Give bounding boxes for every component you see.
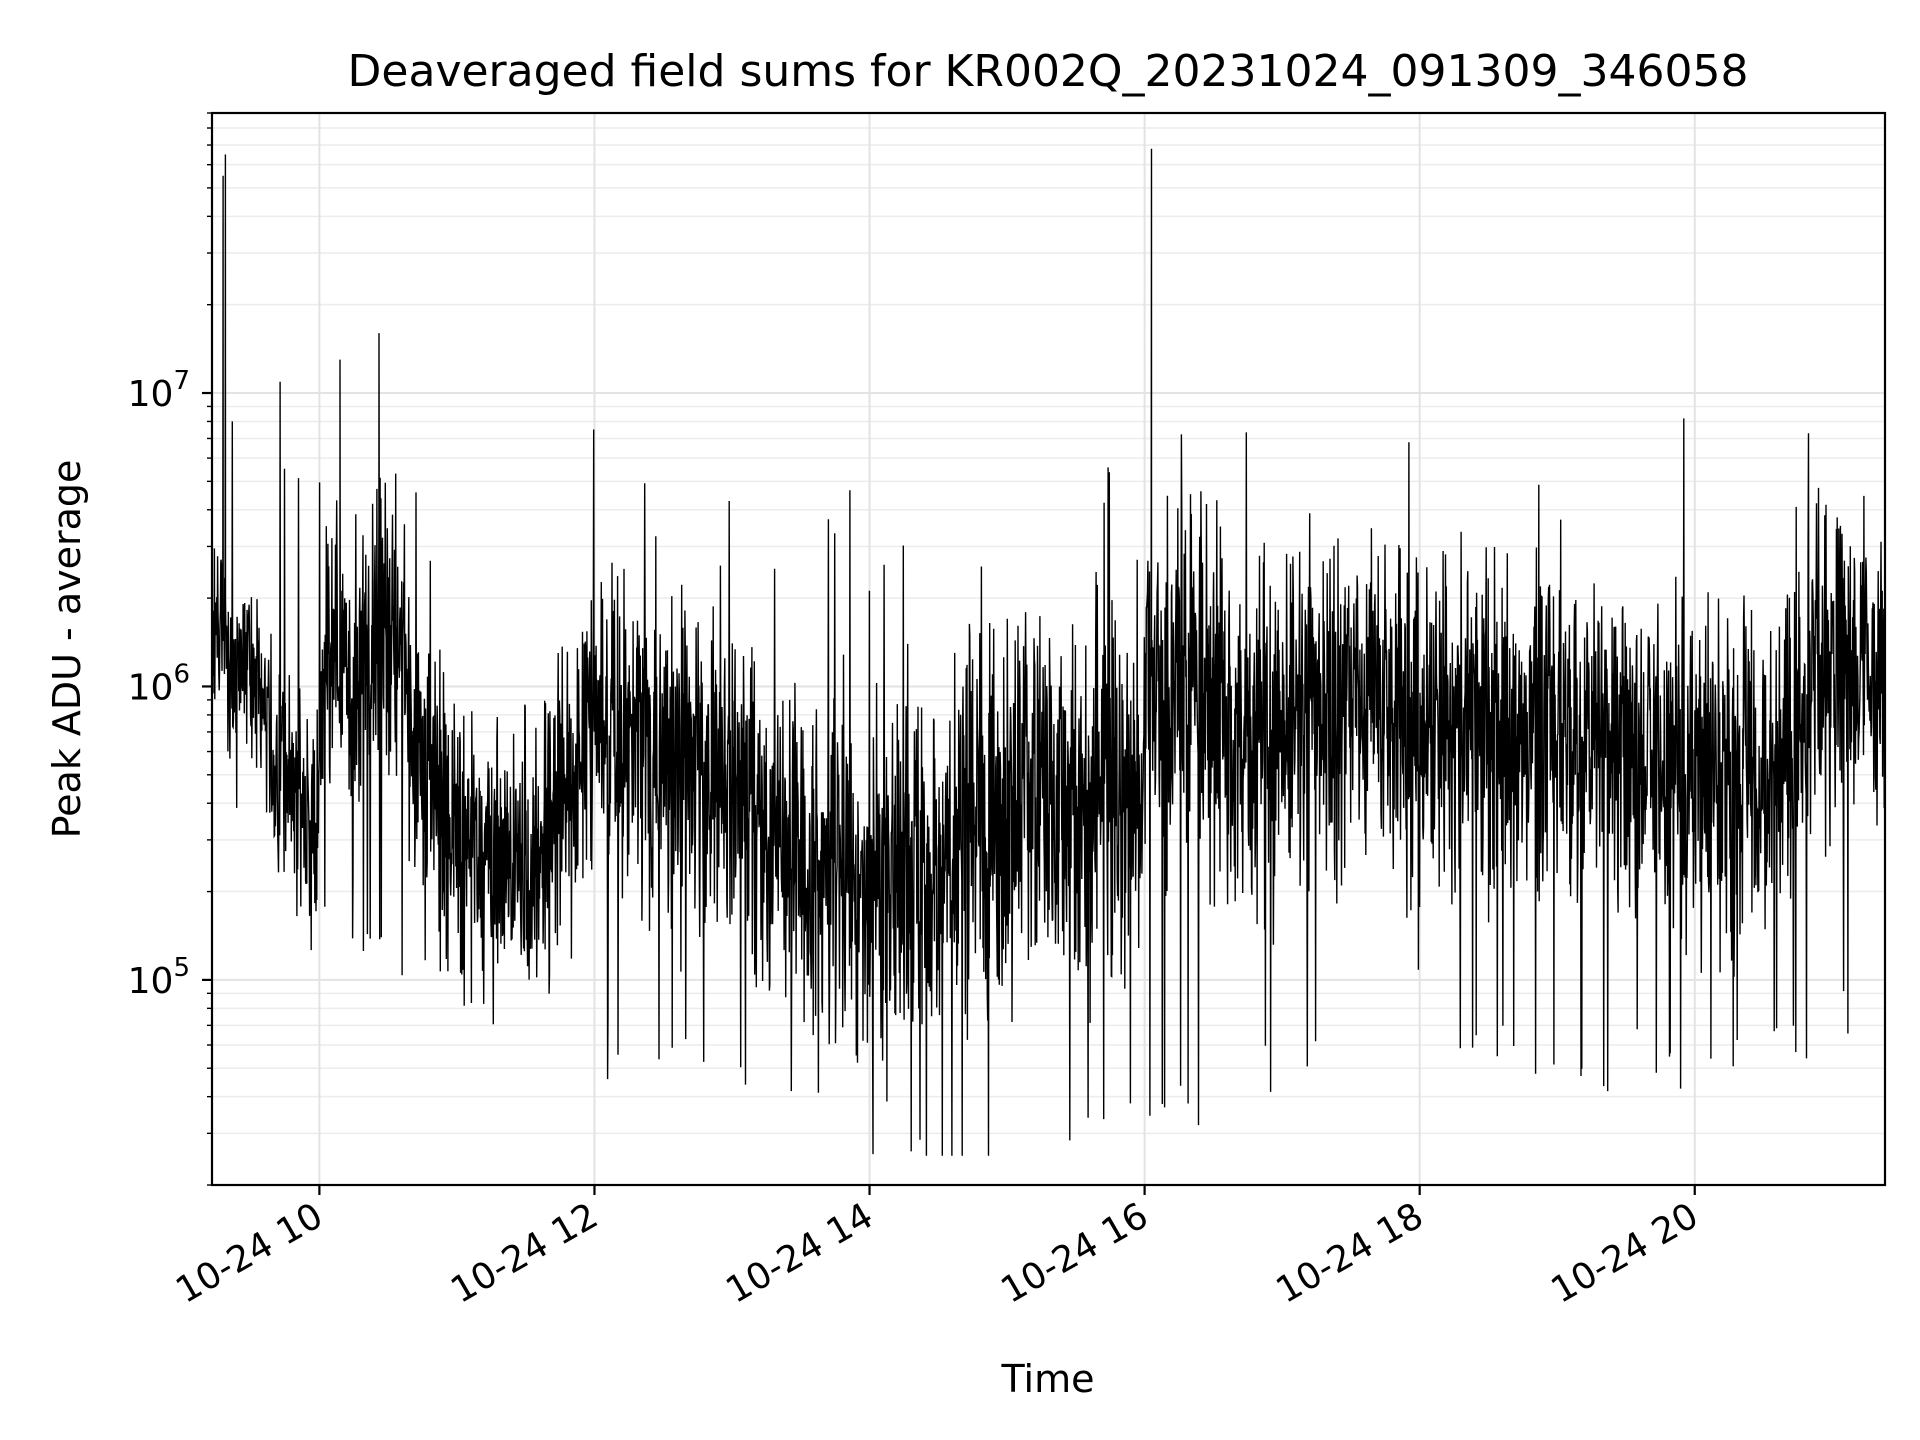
chart-title: Deaveraged field sums for KR002Q_2023102…: [348, 46, 1749, 97]
y-tick-label: 107: [128, 366, 190, 415]
y-tick-label: 106: [128, 659, 190, 708]
y-axis-ticks: [202, 112, 212, 1186]
series-line-peak-adu: [211, 148, 1886, 1156]
x-axis-ticks: [318, 1185, 1696, 1195]
x-axis-label: Time: [1001, 1357, 1095, 1401]
y-tick-label: 105: [128, 953, 190, 1002]
series-layer: [211, 148, 1886, 1156]
axes-frame: [210, 111, 1887, 1187]
y-axis-label: Peak ADU - average: [45, 460, 89, 839]
y-tick-labels: 105 106 107: [128, 366, 190, 1002]
